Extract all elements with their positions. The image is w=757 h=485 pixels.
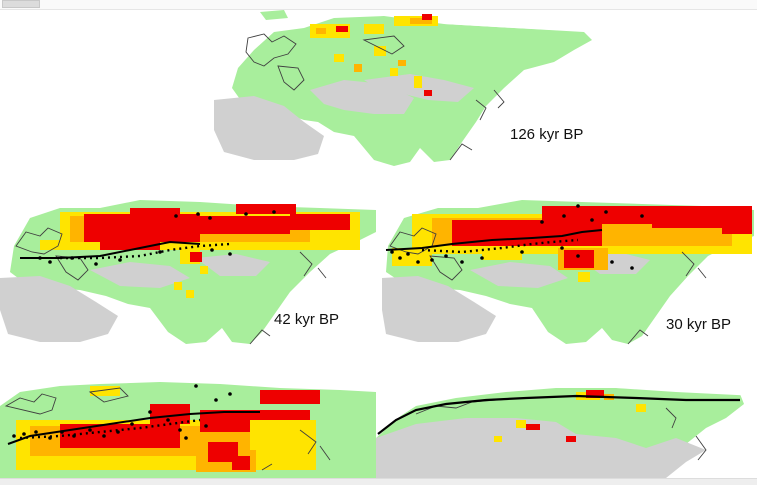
map-panel-bottom-left [0, 380, 378, 478]
central-asia-desert [90, 262, 190, 288]
range-boundary-line [20, 240, 201, 259]
window-top-bar [0, 0, 757, 10]
coastline-asia [261, 429, 331, 471]
coastline-europe [4, 387, 129, 415]
map-panel-42-kyr: 42 kyr BP [0, 192, 378, 356]
arctic-ocean-gap [376, 378, 757, 432]
eurasia-map-42-kyr [0, 200, 376, 345]
greenland-svalbard [260, 10, 288, 20]
sahara-arabia-desert [0, 276, 118, 342]
ice-sheet-gray [376, 418, 706, 478]
sahara-arabia-desert [214, 96, 324, 160]
map-label-126-kyr: 126 kyr BP [510, 126, 584, 143]
dotted-migration-line [60, 242, 231, 260]
coastline-europe [245, 33, 305, 91]
map-panel-bottom-right [376, 378, 757, 478]
map-panel-30-kyr: 30 kyr BP [382, 192, 757, 356]
fossil-site-dots [12, 384, 232, 440]
window-tab[interactable] [2, 0, 40, 8]
eurasia-map-126-kyr [214, 10, 594, 166]
window-bottom-bar [0, 478, 757, 485]
range-boundary-line [385, 229, 603, 251]
fossil-site-dots [390, 204, 644, 270]
suitability-cells-30 [392, 206, 752, 282]
map-label-30-kyr: 30 kyr BP [666, 316, 732, 333]
sahara-arabia-desert [382, 276, 496, 342]
map-label-42-kyr: 42 kyr BP [274, 311, 340, 328]
eurasia-map-30-kyr [382, 200, 754, 345]
coastline-asia [362, 35, 505, 161]
coastline-asia [249, 251, 327, 345]
coastline-asia [627, 251, 707, 345]
central-asia-desert [470, 262, 568, 288]
fossil-site-dots [38, 210, 276, 266]
map-panel-126-kyr: 126 kyr BP [214, 10, 594, 174]
coastline-europe [389, 227, 463, 281]
arctic-ocean-gap [444, 16, 594, 32]
mongolia-desert [196, 254, 270, 276]
range-boundary-line [7, 411, 260, 445]
eurasia-map-bottom-left [0, 382, 376, 478]
suitability-cells-126 [310, 14, 438, 96]
ice-margin-line [377, 394, 740, 435]
eurasia-map-bottom-right [376, 378, 757, 478]
